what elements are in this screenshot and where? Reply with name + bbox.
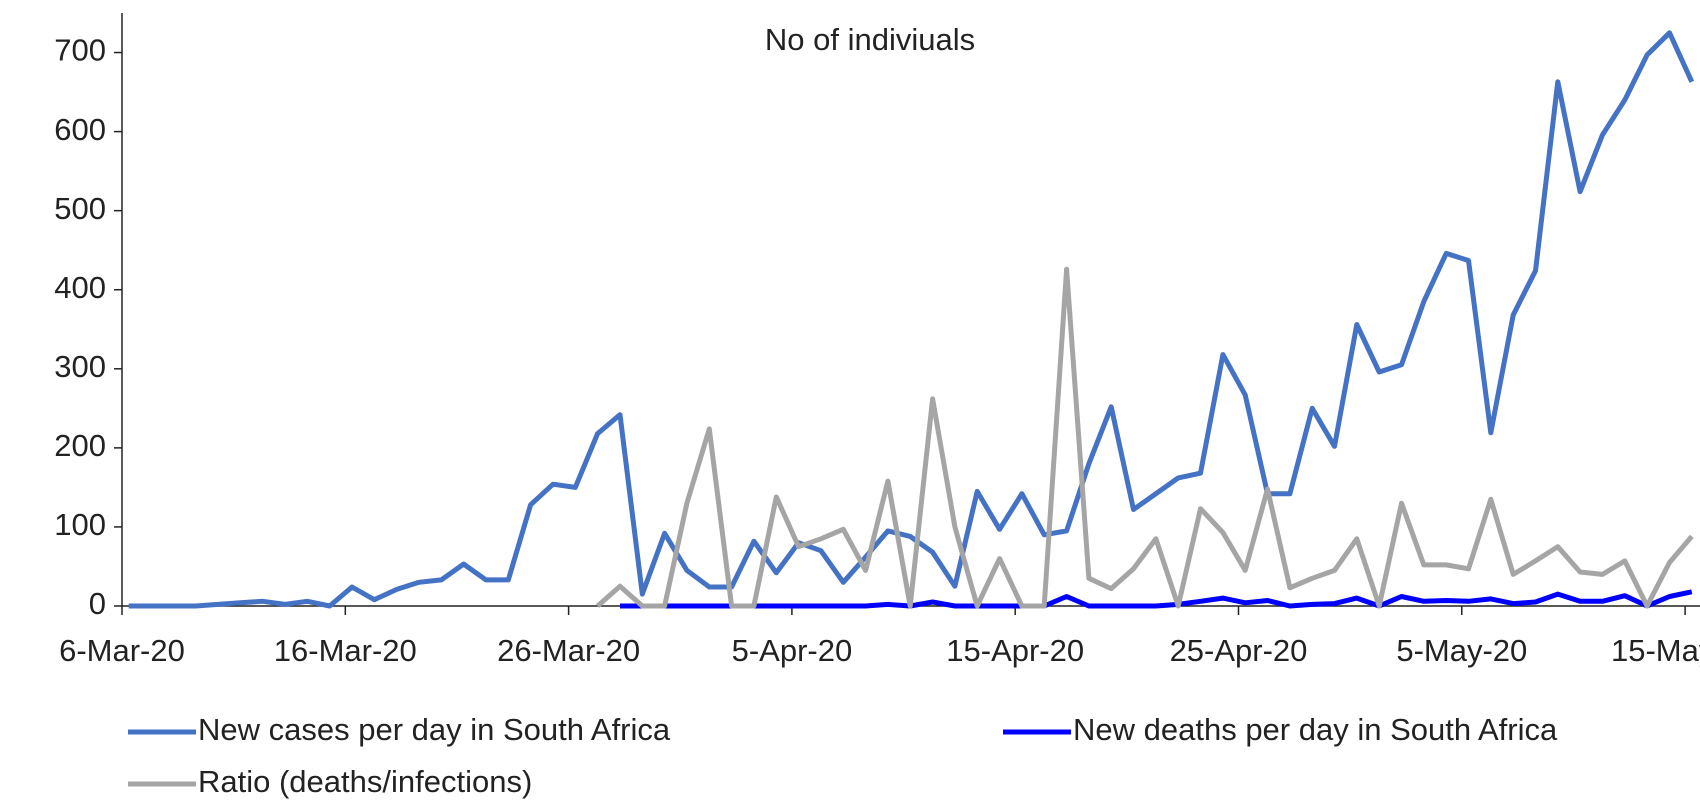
series-line (595, 266, 1694, 609)
legend-label: Ratio (deaths/infections) (198, 764, 532, 799)
x-tick-label: 15-May-20 (1611, 633, 1700, 668)
legend-label: New cases per day in South Africa (198, 712, 671, 747)
x-tick-label: 5-May-20 (1396, 633, 1527, 668)
chart-title: No of indiviuals (765, 22, 975, 57)
y-tick-label: 0 (89, 586, 106, 621)
x-tick-label: 26-Mar-20 (497, 633, 640, 668)
y-tick-label: 100 (54, 507, 106, 542)
y-tick-label: 700 (54, 33, 106, 68)
y-tick-label: 400 (54, 270, 106, 305)
x-tick-label: 25-Apr-20 (1170, 633, 1308, 668)
x-tick-label: 5-Apr-20 (732, 633, 853, 668)
x-tick-label: 15-Apr-20 (946, 633, 1084, 668)
y-tick-label: 300 (54, 349, 106, 384)
y-tick-label: 500 (54, 191, 106, 226)
y-tick-label: 600 (54, 112, 106, 147)
y-tick-label: 200 (54, 428, 106, 463)
series-line (620, 589, 1693, 609)
series-line (128, 30, 1695, 609)
x-tick-label: 6-Mar-20 (59, 633, 185, 668)
legend-label: New deaths per day in South Africa (1073, 712, 1558, 747)
x-tick-label: 16-Mar-20 (274, 633, 417, 668)
